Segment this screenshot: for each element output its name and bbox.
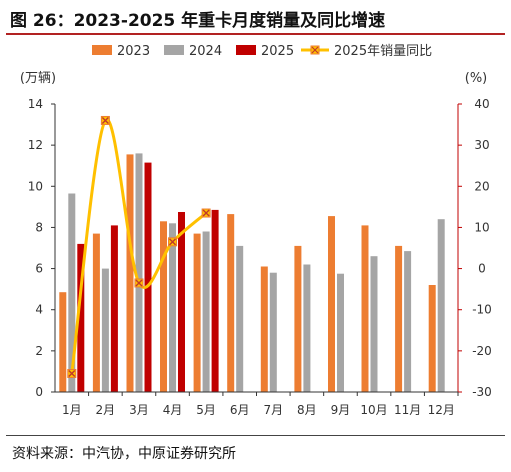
- left-tick-label: 8: [35, 220, 43, 234]
- bar-2024-9: [337, 273, 344, 392]
- x-tick-label: 3月: [129, 403, 149, 417]
- yoy-marker-cross-5: [202, 209, 210, 217]
- bar-2023-4: [160, 221, 167, 392]
- bar-2024-3: [135, 153, 143, 392]
- right-tick-label: -20: [472, 344, 492, 358]
- source-note: 资料来源：中汽协，中原证券研究所: [12, 446, 236, 462]
- yoy-marker-cross-1: [68, 369, 76, 377]
- bar-2023-3: [126, 154, 134, 392]
- bar-2024-6: [236, 245, 244, 392]
- yoy-marker-cross-2: [101, 116, 109, 124]
- bar-2025-3: [144, 162, 152, 392]
- right-tick-label: 30: [474, 138, 489, 152]
- left-tick-label: 0: [35, 385, 43, 399]
- bar-2024-1: [68, 193, 76, 392]
- legend-swatch-2023: [92, 45, 112, 55]
- axes-layer: 0 2 4 6 8 10 12 14 -30 -20 -10 0 10 20 30 40 1月 2月 3月 4月 5月 6…: [28, 97, 492, 417]
- x-tick-label: 7月: [263, 403, 283, 417]
- right-tick-label: -10: [472, 303, 492, 317]
- bar-2024-7: [269, 272, 277, 392]
- bar-2023-12: [428, 285, 436, 392]
- x-tick-label: 12月: [428, 403, 455, 417]
- x-tick-label: 8月: [297, 403, 317, 417]
- right-tick-label: 20: [474, 179, 489, 193]
- x-tick-label: 2月: [96, 403, 116, 417]
- legend-label-2023: 2023: [117, 44, 150, 59]
- x-tick-label: 10月: [360, 403, 387, 417]
- bar-2023-10: [361, 225, 369, 392]
- bar-2024-8: [303, 264, 311, 392]
- bar-2024-11: [404, 251, 412, 392]
- left-tick-label: 4: [35, 303, 43, 317]
- x-tick-label: 9月: [331, 403, 351, 417]
- bar-2025-1: [77, 243, 85, 392]
- bars-layer: [59, 153, 445, 392]
- right-tick-label: 40: [474, 97, 489, 111]
- left-tick-label: 14: [28, 97, 43, 111]
- left-tick-label: 10: [28, 179, 43, 193]
- bar-2023-1: [59, 292, 67, 392]
- bar-2024-10: [370, 256, 378, 392]
- bar-2024-4: [169, 223, 176, 392]
- bar-2023-7: [260, 266, 268, 392]
- left-tick-label: 12: [28, 138, 43, 152]
- bar-2023-5: [193, 233, 201, 392]
- bar-2023-8: [294, 245, 302, 392]
- x-tick-label: 1月: [62, 403, 82, 417]
- right-tick-label: -30: [472, 385, 492, 399]
- chart: 2023 2024 2025 2025年销量同比 (万辆) (%) 0 2 4 6 8 10 12…: [20, 44, 492, 417]
- bar-2025-2: [110, 225, 118, 392]
- bar-2025-4: [178, 212, 185, 392]
- right-axis-unit: (%): [465, 71, 488, 86]
- x-tick-label: 6月: [230, 403, 250, 417]
- left-tick-label: 6: [35, 262, 43, 276]
- bar-2024-12: [437, 219, 445, 392]
- bar-2024-5: [202, 231, 210, 392]
- page-title: 图 26：2023-2025 年重卡月度销量及同比增速: [10, 11, 386, 31]
- left-tick-label: 2: [35, 344, 43, 358]
- legend: 2023 2024 2025 2025年销量同比: [92, 44, 432, 59]
- x-tick-label: 4月: [163, 403, 183, 417]
- bar-2024-2: [101, 268, 109, 392]
- yoy-marker-cross-3: [135, 279, 143, 287]
- bar-2023-2: [92, 233, 100, 392]
- bar-2023-6: [227, 214, 235, 392]
- x-tick-label: 11月: [394, 403, 421, 417]
- bar-2023-9: [328, 216, 335, 392]
- legend-swatch-2024: [164, 45, 184, 55]
- legend-label-yoy: 2025年销量同比: [334, 44, 432, 59]
- left-axis-unit: (万辆): [20, 71, 56, 86]
- right-tick-label: 10: [474, 220, 489, 234]
- bar-2023-11: [395, 245, 403, 392]
- legend-label-2025: 2025: [261, 44, 294, 59]
- source-rule: [6, 435, 505, 436]
- legend-swatch-2025: [236, 45, 256, 55]
- yoy-line-layer: [67, 115, 211, 378]
- yoy-marker-cross-4: [169, 238, 177, 246]
- legend-label-2024: 2024: [189, 44, 222, 59]
- x-tick-label: 5月: [196, 403, 216, 417]
- bar-2025-5: [211, 209, 219, 392]
- title-rule: [6, 33, 505, 35]
- legend-marker-yoy-cross: [311, 46, 319, 54]
- right-tick-label: 0: [478, 262, 486, 276]
